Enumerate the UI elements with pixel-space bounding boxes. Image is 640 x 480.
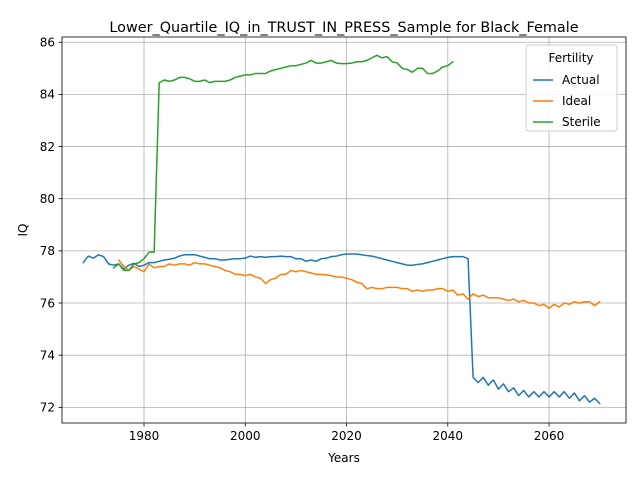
series-line-ideal: [117, 258, 601, 309]
y-tick-label: 74: [40, 348, 55, 362]
series-layer: [82, 54, 601, 405]
y-tick-label: 78: [40, 244, 55, 258]
legend: Fertility Actual Ideal Sterile: [525, 44, 618, 132]
y-tick-label: 86: [40, 36, 55, 50]
series-line-sterile: [112, 54, 454, 272]
legend-box: [525, 44, 618, 132]
y-tick-label: 72: [40, 401, 55, 415]
x-axis-label: Years: [327, 451, 360, 465]
y-axis-label: IQ: [16, 224, 30, 237]
legend-label-actual: Actual: [562, 73, 600, 87]
x-tick-label: 2020: [331, 429, 362, 443]
x-tick-label: 2000: [230, 429, 261, 443]
chart-title: Lower_Quartile_IQ_in_TRUST_IN_PRESS_Samp…: [109, 20, 578, 36]
x-tick-label: 2060: [534, 429, 565, 443]
legend-label-ideal: Ideal: [562, 94, 591, 108]
plot-frame: [61, 36, 627, 424]
y-tick-label: 82: [40, 140, 55, 154]
legend-label-sterile: Sterile: [562, 115, 601, 129]
legend-title: Fertility: [548, 51, 593, 65]
y-tick-label: 84: [40, 88, 55, 102]
legend-items: Actual Ideal Sterile: [533, 73, 601, 129]
y-tick-label: 76: [40, 296, 55, 310]
y-tick-label: 80: [40, 192, 55, 206]
x-tick-label: 2040: [433, 429, 464, 443]
x-tick-label: 1980: [129, 429, 160, 443]
series-line-actual: [82, 253, 601, 405]
y-axis-ticks: 72 74 76 78 80 82 84 86: [40, 36, 62, 415]
x-axis-ticks: 1980 2000 2020 2040 2060: [129, 423, 565, 443]
